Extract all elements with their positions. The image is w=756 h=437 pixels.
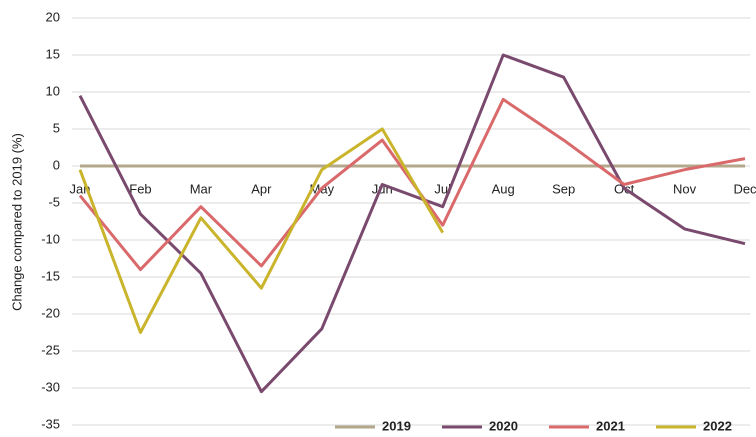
y-tick-label: -30 xyxy=(41,379,60,394)
y-tick-label: 5 xyxy=(53,120,60,135)
series-line xyxy=(78,53,746,394)
y-tick-label: 20 xyxy=(46,9,60,24)
y-tick-label: 10 xyxy=(46,83,60,98)
y-tick-label: -25 xyxy=(41,342,60,357)
y-tick-label: -35 xyxy=(41,416,60,431)
x-tick-label: Mar xyxy=(190,181,213,196)
y-tick-label: -10 xyxy=(41,231,60,246)
y-tick-label: 15 xyxy=(46,46,60,61)
x-tick-label: Aug xyxy=(492,181,515,196)
series-line xyxy=(78,97,746,272)
y-tick-label: -20 xyxy=(41,305,60,320)
x-tick-label: Sep xyxy=(552,181,575,196)
x-tick-label: Feb xyxy=(129,181,151,196)
x-tick-label: Nov xyxy=(673,181,697,196)
y-axis-label: Change compared to 2019 (%) xyxy=(9,133,24,311)
legend-label: 2022 xyxy=(703,418,732,433)
x-tick-label: Dec xyxy=(733,181,756,196)
y-tick-label: -5 xyxy=(48,194,60,209)
legend-label: 2019 xyxy=(382,418,411,433)
legend-label: 2020 xyxy=(489,418,518,433)
x-tick-label: Apr xyxy=(251,181,272,196)
series-line xyxy=(78,127,445,334)
legend-label: 2021 xyxy=(596,418,625,433)
y-tick-label: -15 xyxy=(41,268,60,283)
y-tick-label: 0 xyxy=(53,157,60,172)
